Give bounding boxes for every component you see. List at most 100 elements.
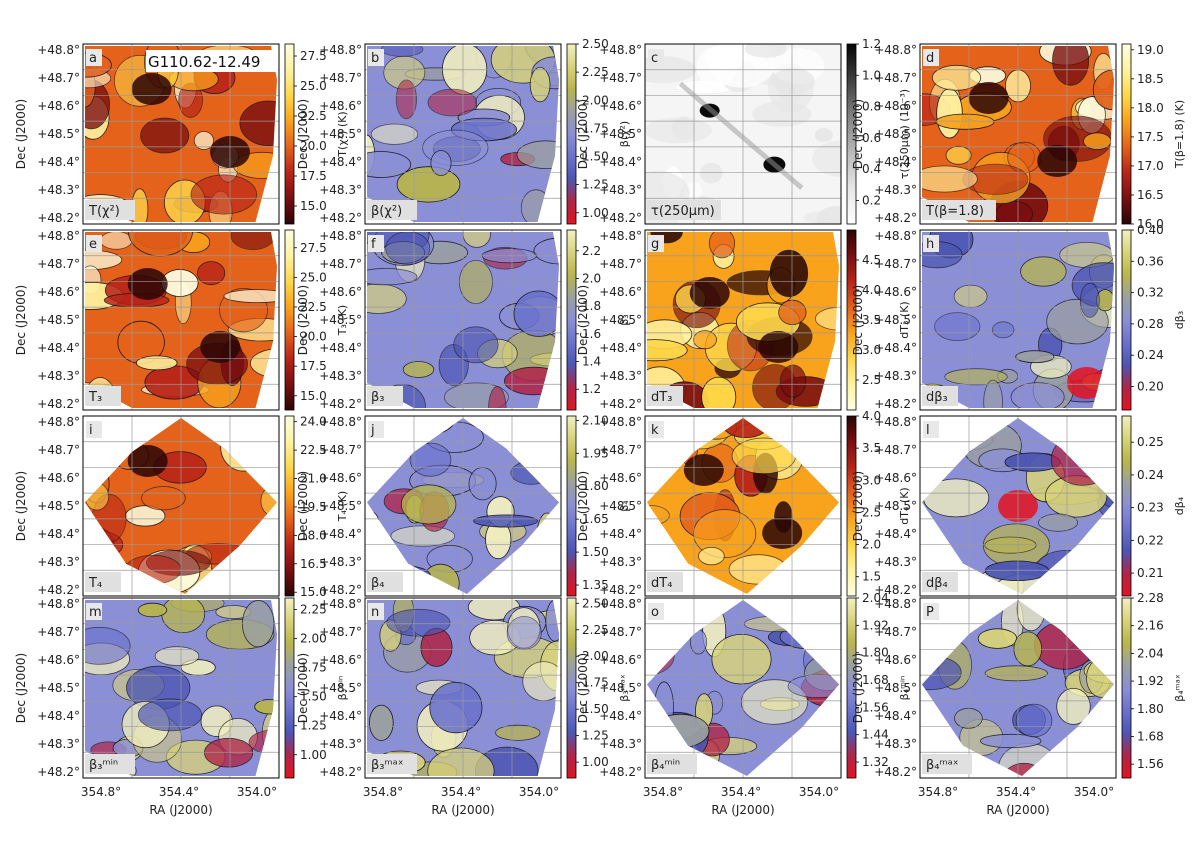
colorbar-tick-label: 17.5	[300, 169, 327, 183]
panel-frame	[919, 597, 1117, 779]
colorbar	[284, 415, 295, 597]
y-tick-label: +48.6°	[319, 285, 362, 299]
colorbar-label: T₄ (K)	[336, 491, 349, 522]
panel-frame	[919, 43, 1117, 225]
colorbar-tick-label: 2.0	[582, 271, 601, 285]
colorbar-tick-label: 27.5	[300, 49, 327, 63]
colorbar-tick-label: 18.5	[1137, 72, 1164, 86]
map-patch	[645, 117, 712, 144]
map-patch	[367, 151, 412, 178]
panel-label: τ(250μm)	[651, 204, 715, 219]
x-tick-label: 354.4°	[996, 785, 1036, 799]
panel-letter-box	[648, 49, 664, 66]
figure-title-text: G110.62-12.49	[148, 53, 260, 71]
map-b	[367, 46, 559, 222]
map-patch	[1050, 433, 1114, 486]
x-tick-label: 354.4°	[441, 785, 481, 799]
colorbar-tick-label: 0.40	[1137, 223, 1164, 237]
y-tick-label: +48.6°	[37, 99, 80, 113]
map-patch	[368, 704, 394, 741]
map-patch	[462, 232, 491, 248]
map-patch	[693, 509, 757, 558]
colorbar-tick-label: 0.36	[1137, 254, 1164, 268]
map-patch	[1052, 46, 1090, 86]
colorbar-tick-label: 16.0	[1137, 217, 1164, 231]
panel-letter: l	[926, 423, 930, 438]
map-patch	[786, 560, 839, 593]
colorbar	[284, 597, 295, 779]
colorbar-tick-label: 15.0	[300, 585, 327, 599]
map-patch	[1036, 549, 1099, 583]
y-tick-label: +48.4°	[874, 709, 917, 723]
y-tick-label: +48.5°	[319, 313, 362, 327]
y-tick-label: +48.7°	[599, 625, 642, 639]
colorbar-tick-label: 21.0	[300, 472, 327, 486]
colorbar-tick-label: 1.00	[582, 206, 609, 220]
y-tick-label: +48.3°	[874, 555, 917, 569]
y-tick-label: +48.2°	[874, 397, 917, 411]
colorbar-tick-label: 1.2	[582, 382, 601, 396]
panel-label: β₄ᵐᵃˣ	[926, 758, 959, 773]
figure-title: G110.62-12.49	[146, 50, 278, 72]
y-tick-label: +48.7°	[874, 625, 917, 639]
y-tick-label: +48.4°	[599, 155, 642, 169]
map-patch	[922, 478, 990, 518]
colorbar-label: T(β=1.8) (K)	[1173, 100, 1186, 169]
y-tick-label: +48.8°	[37, 415, 80, 429]
map-patch	[935, 113, 995, 130]
panel-label-box	[647, 200, 721, 220]
map-patch	[161, 600, 206, 634]
map-patch	[495, 724, 541, 741]
colorbar-tick-label: 0.6	[862, 131, 881, 145]
map-patch	[390, 525, 456, 547]
y-tick-label: +48.6°	[874, 653, 917, 667]
y-tick-label: +48.5°	[319, 499, 362, 513]
y-tick-label: +48.4°	[319, 155, 362, 169]
colorbar-label: β₄ᵐᵃˣ	[1173, 674, 1186, 702]
panel-frame	[644, 43, 842, 225]
colorbar-tick-label: 25.0	[300, 270, 327, 284]
map-patch	[787, 674, 839, 699]
map-patch	[992, 321, 1015, 339]
y-axis-label: Dec (J2000)	[296, 471, 310, 541]
colorbar-tick-label: 2.25	[582, 623, 609, 637]
map-patch	[427, 88, 477, 117]
x-tick-label: 354.8°	[81, 785, 121, 799]
map-patch	[396, 166, 461, 203]
panel-frame	[364, 229, 562, 411]
map-patch	[984, 560, 1050, 582]
y-tick-label: +48.6°	[37, 285, 80, 299]
panel-k: k dT₄ 4.0 3.5 3.0 2.5 2.0 1.5 dT₄ (K)	[644, 409, 911, 597]
colorbar-label: T₃ (K)	[336, 305, 349, 336]
map-patch	[488, 386, 507, 408]
colorbar-tick-label: 0.25	[1137, 435, 1164, 449]
colorbar-tick-label: 2.10	[582, 413, 609, 427]
map-patch	[700, 162, 723, 184]
panel-label: T(χ²)	[88, 204, 120, 219]
map-dark-clump	[762, 517, 803, 549]
y-tick-label: +48.3°	[319, 369, 362, 383]
map-patch	[812, 140, 841, 177]
panel-letter-box	[86, 421, 102, 438]
map-dark-clump	[127, 268, 168, 300]
map-patch	[190, 174, 257, 215]
colorbar-tick-label: 1.50	[582, 702, 609, 716]
map-dark-clump	[200, 331, 241, 363]
colorbar-tick-label: 0.24	[1137, 348, 1164, 362]
map-patch	[758, 419, 796, 434]
panel-label: β₃	[371, 390, 385, 405]
y-tick-label: +48.6°	[37, 653, 80, 667]
y-tick-label: +48.2°	[37, 765, 80, 779]
panel-letter-box	[86, 235, 102, 252]
colorbar-tick-label: 1.8	[582, 299, 601, 313]
panel-label-box	[85, 200, 135, 220]
map-patch	[529, 66, 551, 103]
panel-label-box	[922, 572, 958, 592]
colorbar-tick-label: 24.0	[300, 415, 327, 429]
x-tick-label: 354.8°	[363, 785, 403, 799]
y-tick-label: +48.3°	[599, 555, 642, 569]
colorbar-tick-label: 1.92	[1137, 674, 1164, 688]
panel-letter: e	[89, 237, 97, 252]
map-patch	[513, 290, 559, 337]
map-patch	[744, 44, 787, 58]
